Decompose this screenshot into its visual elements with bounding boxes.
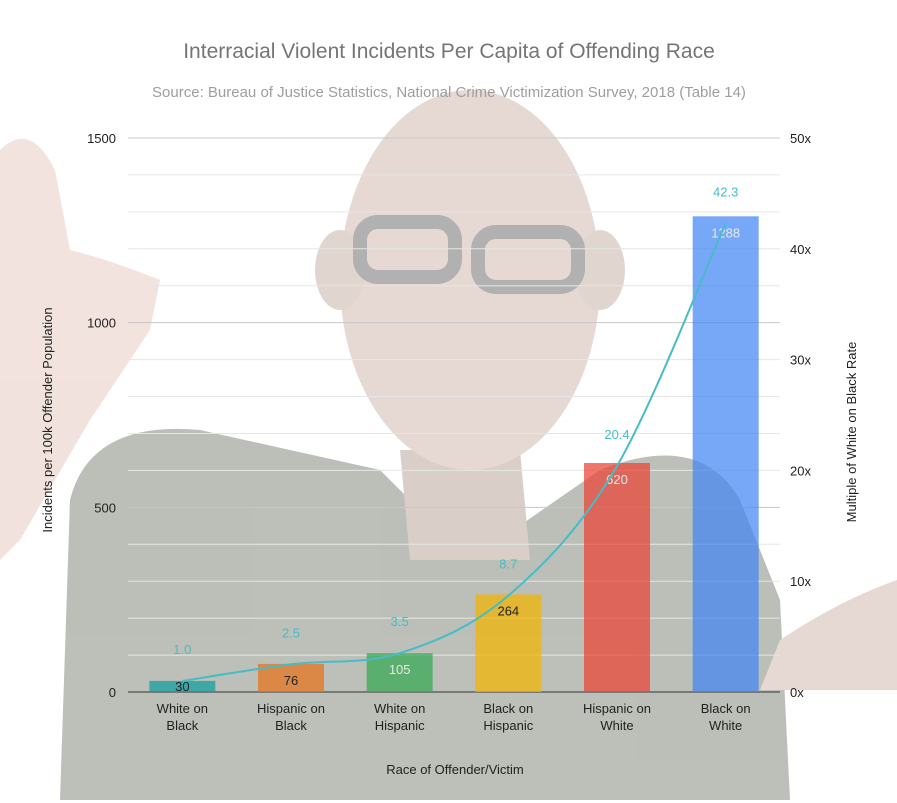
multiple-line-series: 1.0 2.5 3.5 8.7 20.4 42.3 (173, 184, 738, 682)
bar-series (149, 216, 759, 693)
line-point-label: 1.0 (173, 642, 191, 657)
bar (692, 216, 759, 693)
hand-left-shape (0, 138, 160, 560)
category-label: White (600, 718, 633, 733)
y2-tick-label: 20x (790, 463, 811, 478)
y2-tick-label: 40x (790, 242, 811, 257)
category-label: Black (275, 718, 307, 733)
bar-value-label: 1288 (711, 225, 740, 240)
gridlines (128, 137, 780, 693)
x-axis-title: Race of Offender/Victim (386, 762, 524, 777)
category-label: Hispanic on (257, 701, 325, 716)
y-tick-label: 500 (94, 500, 116, 515)
bar (584, 463, 650, 692)
category-label: Hispanic (375, 718, 425, 733)
bar-value-label: 105 (389, 662, 411, 677)
hand-right-shape (760, 580, 897, 690)
ear-left-shape (315, 230, 365, 310)
chart-title: Interracial Violent Incidents Per Capita… (183, 40, 715, 63)
bar-value-label: 30 (175, 679, 189, 694)
ear-right-shape (575, 230, 625, 310)
neck-shape (400, 450, 530, 560)
y2-tick-label: 30x (790, 353, 811, 368)
background-photo (0, 90, 897, 800)
category-label: Black on (701, 701, 751, 716)
glasses-right-shape (471, 225, 585, 294)
y2-tick-label: 0x (790, 685, 804, 700)
category-label: Hispanic on (583, 701, 651, 716)
y2-tick-label: 10x (790, 574, 811, 589)
category-labels: White on Black Hispanic on Black White on His… (157, 701, 751, 733)
line-point-label: 20.4 (604, 427, 629, 442)
bar-value-label: 76 (284, 673, 298, 688)
line-point-label: 8.7 (499, 557, 517, 572)
y-tick-label: 0 (109, 685, 116, 700)
chart-subtitle: Source: Bureau of Justice Statistics, Na… (152, 84, 746, 101)
left-axis-ticks: 0 500 1000 1500 (87, 131, 116, 700)
y2-axis-title: Multiple of White on Black Rate (844, 342, 859, 523)
line-point-label: 42.3 (713, 184, 738, 199)
category-label: White on (157, 701, 208, 716)
bar (475, 594, 542, 692)
category-label: Hispanic (483, 718, 533, 733)
y-tick-label: 1500 (87, 131, 116, 146)
category-label: Black (166, 718, 198, 733)
bar (149, 680, 216, 692)
bar (258, 663, 324, 692)
category-label: White (709, 718, 742, 733)
line-point-label: 2.5 (282, 625, 300, 640)
right-axis-ticks: 0x 10x 20x 30x 40x 50x (790, 131, 811, 700)
multiple-line (182, 222, 727, 682)
bar (366, 653, 433, 692)
y2-tick-label: 50x (790, 131, 811, 146)
category-label: Black on (483, 701, 533, 716)
category-label: White on (374, 701, 425, 716)
line-point-label: 3.5 (391, 614, 409, 629)
head-shape (340, 90, 600, 470)
glasses-left-shape (353, 215, 462, 284)
bar-value-label: 264 (497, 603, 519, 618)
y-axis-title: Incidents per 100k Offender Population (40, 307, 55, 532)
y-tick-label: 1000 (87, 316, 116, 331)
